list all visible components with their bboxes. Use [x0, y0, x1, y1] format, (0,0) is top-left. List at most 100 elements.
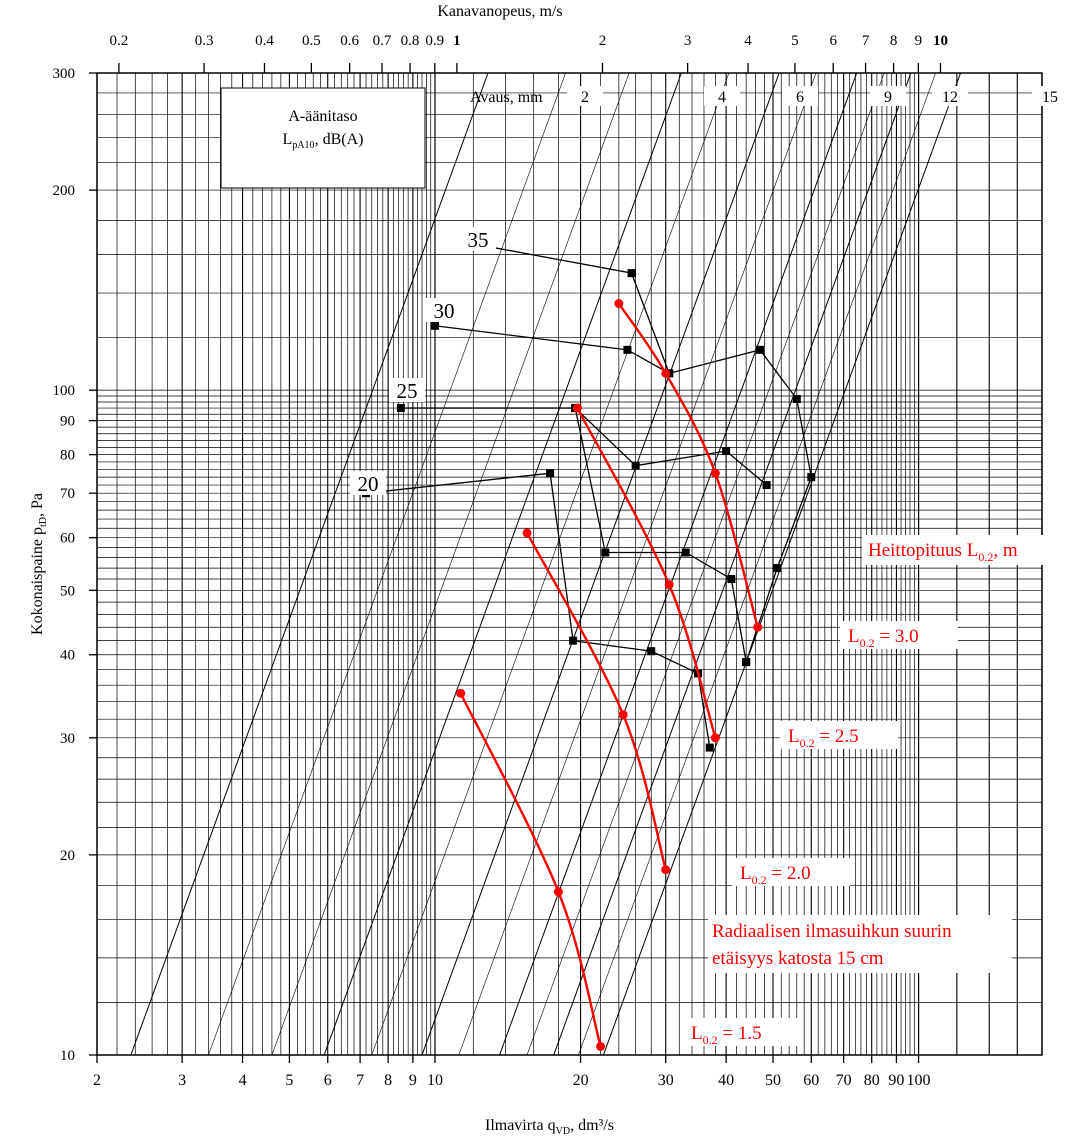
opening-label-bg — [704, 86, 740, 106]
throw-length-marker — [753, 622, 763, 632]
top-tick-label: 0.9 — [425, 33, 444, 49]
y-tick-label: 200 — [53, 183, 76, 199]
throw-label-bg — [840, 621, 958, 649]
throw-length-curve — [617, 302, 759, 628]
note-line-2: etäisyys katosta 15 cm — [712, 948, 884, 969]
sound-level-label-bg — [389, 378, 425, 402]
note-line-1: Radiaalisen ilmasuihkun suurin — [712, 921, 952, 942]
throw-title-bg — [862, 535, 1046, 565]
sound-level-marker — [601, 548, 610, 557]
top-tick-label: 0.7 — [373, 33, 392, 49]
throw-length-title: Heittopituus L0.2, m — [868, 540, 1018, 564]
x-axis-title: Ilmavirta qVD, dm³/s — [485, 1117, 614, 1137]
sound-level-label: 35 — [468, 228, 489, 252]
throw-length-label: L0.2 = 1.5 — [691, 1023, 762, 1047]
y-tick-label: 100 — [53, 383, 76, 399]
opening-label-bg — [782, 86, 818, 106]
y-tick-label: 70 — [60, 486, 75, 502]
opening-label-bg — [870, 86, 906, 106]
x-tick-label: 50 — [765, 1072, 781, 1089]
throw-length-marker — [522, 528, 532, 538]
sound-level-marker — [792, 394, 801, 403]
y-tick-label: 40 — [60, 648, 75, 664]
x-tick-label: 30 — [658, 1072, 674, 1089]
opening-line — [130, 73, 489, 1055]
x-tick-label: 8 — [384, 1072, 392, 1089]
opening-label-bg — [1032, 86, 1068, 106]
x-tick-label: 9 — [409, 1072, 417, 1089]
throw-length-marker — [596, 1041, 606, 1051]
sound-level-label: 25 — [397, 379, 418, 403]
x-tick-label: 5 — [285, 1072, 293, 1089]
throw-length-series — [456, 299, 763, 1051]
opening-line-label: 12 — [942, 89, 958, 106]
top-tick-label: 4 — [744, 33, 752, 49]
throw-length-marker — [710, 468, 720, 478]
top-tick-label: 0.5 — [302, 33, 321, 49]
throw-length-curve — [576, 407, 717, 739]
y-tick-label: 10 — [60, 1048, 75, 1064]
y-tick-label: 90 — [60, 414, 75, 430]
sound-level-marker — [396, 404, 405, 413]
sound-level-marker — [546, 469, 555, 478]
sound-level-marker — [681, 548, 690, 557]
top-tick-label: 0.8 — [401, 33, 420, 49]
x-tick-label: 80 — [864, 1072, 880, 1089]
opening-line-minor — [578, 73, 936, 1055]
y-tick-label: 30 — [60, 731, 75, 747]
throw-label-bg — [780, 721, 898, 749]
top-axis-title: Kanavanopeus, m/s — [437, 3, 562, 20]
opening-line-minor — [458, 73, 817, 1055]
x-axis — [96, 1055, 920, 1063]
x-tick-label: 20 — [573, 1072, 589, 1089]
top-tick-label: 8 — [890, 33, 898, 49]
top-tick-label: 5 — [791, 33, 799, 49]
throw-label-bg — [732, 858, 850, 886]
legend-box — [220, 87, 426, 189]
opening-line — [553, 73, 912, 1055]
opening-line-label: 15 — [1042, 89, 1058, 106]
x-tick-label: 10 — [427, 1072, 443, 1089]
top-tick-label: 0.2 — [110, 33, 129, 49]
legend-subtitle: LpA10, dB(A) — [283, 131, 364, 151]
sound-level-line — [365, 472, 711, 748]
top-tick-label: 6 — [829, 33, 837, 49]
throw-length-marker — [618, 710, 628, 720]
y-tick-label: 60 — [60, 531, 75, 547]
throw-length-marker — [661, 368, 671, 378]
opening-line-label: 6 — [796, 89, 804, 106]
y-axis-title: Kokonaispaine ptD, Pa — [29, 493, 49, 635]
opening-line-minor — [271, 73, 630, 1055]
top-tick-label: 2 — [599, 33, 607, 49]
y-tick-label: 50 — [60, 583, 75, 599]
throw-length-curve — [525, 532, 667, 871]
opening-line-minor — [208, 73, 566, 1055]
x-tick-label: 6 — [324, 1072, 332, 1089]
sound-level-marker — [705, 743, 714, 752]
x-tick-label: 3 — [178, 1072, 186, 1089]
x-tick-label: 100 — [907, 1072, 931, 1089]
sound-level-marker — [762, 481, 771, 490]
throw-length-marker — [456, 688, 466, 698]
top-tick-label: 9 — [915, 33, 923, 49]
y-tick-label: 80 — [60, 448, 75, 464]
x-tick-label: 90 — [888, 1072, 904, 1089]
opening-line-label: 4 — [718, 89, 726, 106]
opening-line — [421, 73, 780, 1055]
sound-level-line — [400, 407, 747, 663]
opening-label-bg — [567, 86, 603, 106]
top-tick-label: 0.4 — [255, 33, 274, 49]
sound-level-marker — [742, 658, 751, 667]
y-tick-label: 300 — [53, 66, 76, 82]
x-tick-label: 60 — [803, 1072, 819, 1089]
sound-level-marker — [647, 647, 656, 656]
sound-level-marker — [430, 321, 439, 330]
top-tick-label: 1 — [453, 33, 461, 49]
sound-level-label: 30 — [434, 299, 455, 323]
sound-level-marker — [727, 574, 736, 583]
top-tick-label: 10 — [933, 33, 948, 49]
top-axis — [118, 63, 942, 73]
sound-level-marker — [722, 447, 731, 456]
opening-line — [602, 73, 962, 1055]
opening-line-label: 9 — [884, 89, 892, 106]
